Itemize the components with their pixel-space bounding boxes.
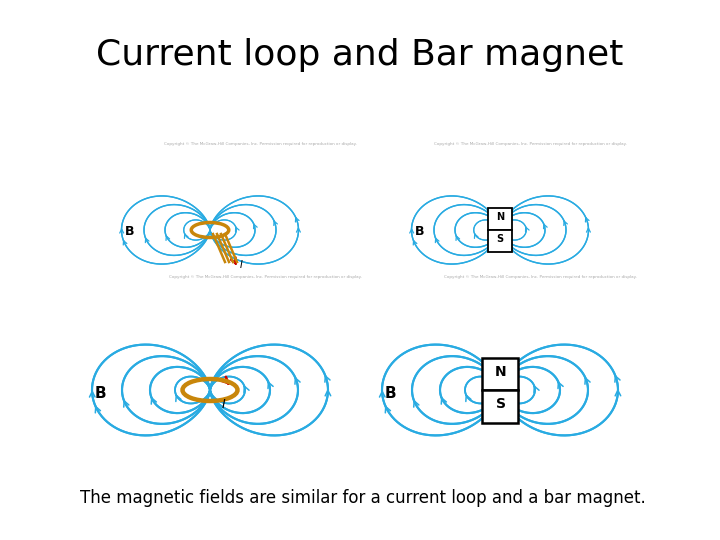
Text: I: I bbox=[240, 260, 243, 270]
Text: B: B bbox=[95, 386, 107, 401]
Text: Copyright © The McGraw-Hill Companies, Inc. Permission required for reproduction: Copyright © The McGraw-Hill Companies, I… bbox=[433, 142, 626, 146]
Text: Current loop and Bar magnet: Current loop and Bar magnet bbox=[96, 38, 624, 72]
Text: B: B bbox=[385, 386, 397, 401]
Text: Copyright © The McGraw-Hill Companies, Inc. Permission required for reproduction: Copyright © The McGraw-Hill Companies, I… bbox=[168, 275, 361, 279]
Text: B: B bbox=[125, 225, 135, 238]
Text: I: I bbox=[222, 398, 226, 411]
Text: Copyright © The McGraw-Hill Companies, Inc. Permission required for reproduction: Copyright © The McGraw-Hill Companies, I… bbox=[163, 142, 356, 146]
Text: B: B bbox=[415, 225, 425, 238]
Text: S: S bbox=[496, 234, 503, 244]
Text: N: N bbox=[495, 364, 507, 379]
Text: Copyright © The McGraw-Hill Companies, Inc. Permission required for reproduction: Copyright © The McGraw-Hill Companies, I… bbox=[444, 275, 636, 279]
Bar bbox=[482, 357, 518, 390]
Bar bbox=[488, 208, 512, 230]
Text: S: S bbox=[496, 397, 506, 411]
Bar bbox=[482, 390, 518, 422]
Text: N: N bbox=[496, 212, 504, 222]
Text: The magnetic fields are similar for a current loop and a bar magnet.: The magnetic fields are similar for a cu… bbox=[80, 489, 646, 507]
Bar bbox=[488, 230, 512, 252]
